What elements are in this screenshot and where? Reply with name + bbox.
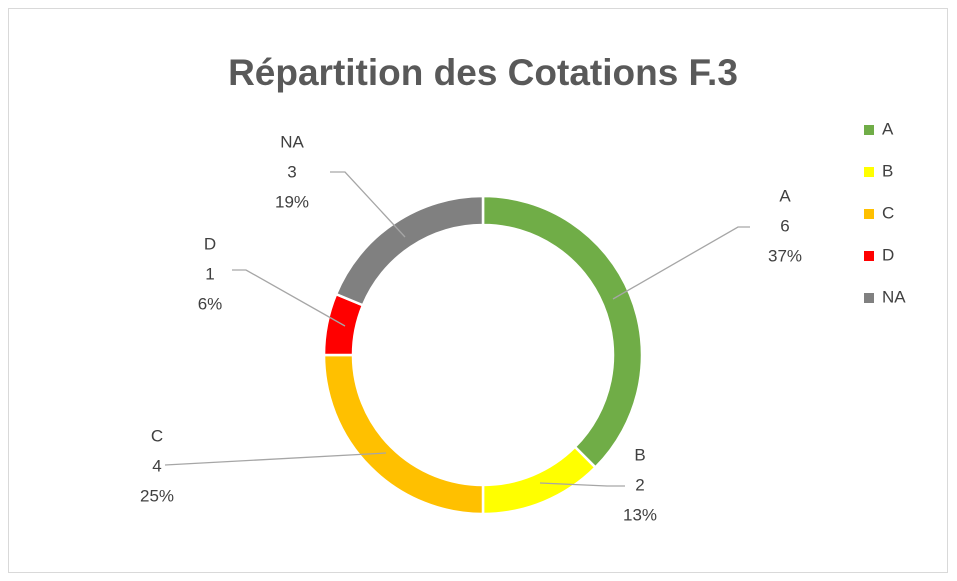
data-label-category: NA <box>280 132 304 151</box>
legend-label: A <box>882 119 894 138</box>
leader-line <box>164 452 387 466</box>
chart-title: Répartition des Cotations F.3 <box>228 52 738 93</box>
data-label-percent: 6% <box>198 294 223 313</box>
chart-area <box>8 8 948 573</box>
data-label-percent: 19% <box>275 192 309 211</box>
data-label-percent: 13% <box>623 505 657 524</box>
donut-slice <box>334 194 485 307</box>
legend-label: NA <box>882 287 906 306</box>
legend-label: D <box>882 245 894 264</box>
leader-line <box>330 171 406 238</box>
legend-swatch <box>864 209 874 219</box>
legend-swatch <box>864 167 874 177</box>
legend-swatch <box>864 251 874 261</box>
legend-swatch <box>864 125 874 135</box>
leader-line <box>539 482 625 487</box>
data-label-category: B <box>634 445 645 464</box>
data-label-value: 6 <box>780 216 789 235</box>
leader-line <box>232 269 346 327</box>
legend-label: B <box>882 161 893 180</box>
legend-swatch <box>864 293 874 303</box>
leader-line <box>612 226 750 300</box>
data-label-category: C <box>151 426 163 445</box>
data-label-percent: 25% <box>140 486 174 505</box>
data-label-value: 4 <box>152 456 161 475</box>
legend-label: C <box>882 203 894 222</box>
data-label-value: 3 <box>287 162 296 181</box>
data-label-category: D <box>204 234 216 253</box>
data-label-percent: 37% <box>768 246 802 265</box>
data-label-value: 1 <box>205 264 214 283</box>
data-label-category: A <box>779 186 791 205</box>
data-label-value: 2 <box>635 475 644 494</box>
